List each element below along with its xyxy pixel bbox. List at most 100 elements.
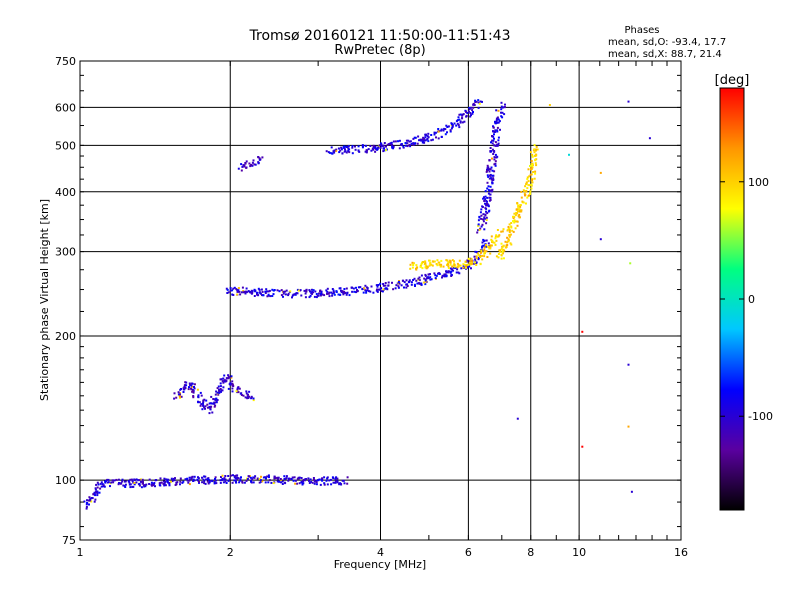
scatter-point xyxy=(504,103,506,106)
scatter-point xyxy=(287,294,290,297)
scatter-point xyxy=(346,292,349,295)
scatter-point xyxy=(451,259,454,262)
scatter-point xyxy=(377,146,380,149)
scatter-point xyxy=(321,293,324,296)
scatter-point xyxy=(463,120,466,123)
scatter-point xyxy=(137,479,140,482)
scatter-point xyxy=(112,481,115,484)
x-tick-label: 2 xyxy=(227,546,234,559)
scatter-point xyxy=(214,399,217,402)
scatter-point xyxy=(208,405,211,408)
scatter-point xyxy=(529,184,532,187)
scatter-point xyxy=(347,150,350,152)
scatter-point xyxy=(208,412,211,415)
scatter-point xyxy=(462,113,465,116)
scatter-point xyxy=(500,111,502,114)
scatter-point xyxy=(534,149,537,152)
scatter-point xyxy=(497,142,500,145)
scatter-point xyxy=(129,483,132,486)
scatter-point xyxy=(354,148,357,151)
scatter-point xyxy=(441,274,444,277)
scatter-point xyxy=(343,292,346,295)
scatter-point xyxy=(375,289,378,292)
scatter-point xyxy=(248,162,251,165)
scatter-point xyxy=(197,395,200,398)
scatter-point xyxy=(327,151,330,154)
scatter-point xyxy=(272,293,275,296)
scatter-point xyxy=(268,289,271,292)
scatter-point xyxy=(520,196,523,199)
scatter-point xyxy=(225,482,228,484)
scatter-point xyxy=(251,290,254,293)
scatter-point xyxy=(492,241,495,244)
scatter-point xyxy=(226,292,229,294)
scatter-point xyxy=(231,387,234,390)
scatter-point xyxy=(531,179,533,181)
scatter-point xyxy=(526,187,529,190)
scatter-point xyxy=(133,482,136,484)
scatter-point xyxy=(131,480,134,482)
scatter-point xyxy=(489,185,492,188)
scatter-point xyxy=(186,477,189,480)
scatter-point xyxy=(208,481,211,484)
scatter-point xyxy=(533,151,536,154)
scatter-point xyxy=(449,267,452,270)
scatter-point xyxy=(291,296,293,299)
scatter-point xyxy=(230,376,233,379)
scatter-point xyxy=(480,249,483,252)
scatter-point xyxy=(145,483,148,486)
scatter-point xyxy=(437,130,440,133)
scatter-point xyxy=(490,150,493,153)
scatter-point xyxy=(436,264,439,267)
scatter-point xyxy=(523,190,526,193)
scatter-point xyxy=(232,294,235,296)
scatter-point xyxy=(536,148,539,151)
scatter-point xyxy=(245,287,248,290)
scatter-point xyxy=(627,100,630,103)
scatter-point xyxy=(248,395,250,398)
scatter-point xyxy=(485,216,488,219)
scatter-point xyxy=(215,397,218,400)
scatter-point xyxy=(223,379,226,382)
scatter-point xyxy=(494,162,497,165)
scatter-point xyxy=(501,249,504,252)
scatter-point xyxy=(474,250,477,253)
scatter-point xyxy=(247,475,250,478)
colorbar-ticks: 100 0 -100 xyxy=(720,176,773,423)
scatter-point xyxy=(345,287,348,290)
y-tick-label: 300 xyxy=(55,246,76,259)
scatter-point xyxy=(535,148,538,151)
scatter-point xyxy=(239,479,242,482)
scatter-point xyxy=(533,177,536,180)
scatter-point xyxy=(150,484,153,487)
scatter-point xyxy=(207,406,209,409)
scatter-point xyxy=(486,174,489,177)
scatter-point xyxy=(445,270,447,273)
scatter-point xyxy=(487,175,490,178)
scatter-point xyxy=(193,475,196,478)
scatter-point xyxy=(232,385,235,387)
scatter-point xyxy=(500,247,503,250)
scatter-point xyxy=(217,385,220,388)
scatter-point xyxy=(258,478,261,480)
scatter-point xyxy=(180,388,182,390)
scatter-point xyxy=(489,246,492,249)
scatter-point xyxy=(486,164,489,167)
scatter-point xyxy=(530,173,533,176)
scatter-point xyxy=(486,245,489,248)
scatter-point xyxy=(470,114,472,117)
scatter-point xyxy=(287,479,290,482)
scatter-point xyxy=(267,293,270,296)
scatter-point xyxy=(213,401,216,404)
scatter-point xyxy=(337,147,340,150)
scatter-point xyxy=(529,173,532,176)
scatter-point xyxy=(259,292,262,295)
scatter-point xyxy=(92,493,95,496)
scatter-point xyxy=(123,484,126,487)
scatter-point xyxy=(189,478,191,481)
scatter-point xyxy=(456,265,459,268)
scatter-point xyxy=(427,136,430,139)
scatter-point xyxy=(106,478,109,481)
scatter-point xyxy=(466,112,469,114)
scatter-point xyxy=(180,395,183,398)
